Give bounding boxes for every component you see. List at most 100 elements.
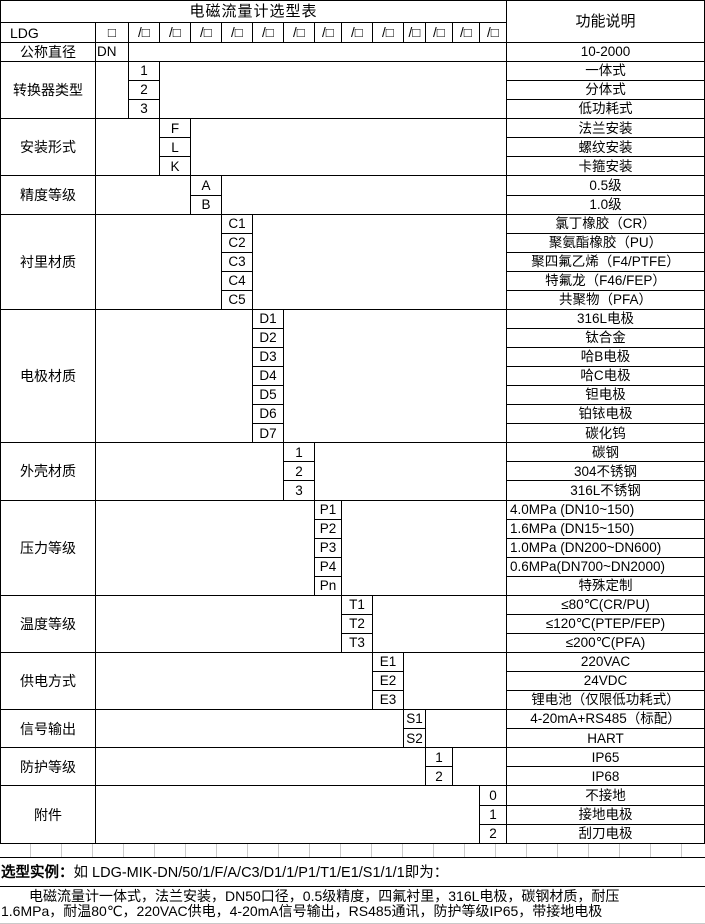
- example-model-string: 如 LDG-MIK-DN/50/1/F/A/C3/D1/1/P1/T1/E1/S…: [73, 864, 449, 881]
- code-cell: 2: [479, 823, 506, 843]
- desc-cell: 1.0MPa (DN200~DN600): [506, 537, 704, 557]
- spacer-cell: [95, 213, 221, 309]
- code-cell: 3: [128, 99, 159, 119]
- code-cell: DN: [95, 42, 128, 62]
- code-cell: D3: [252, 347, 283, 367]
- code-cell: 2: [283, 461, 314, 481]
- desc-cell: 4-20mA+RS485（标配）: [506, 709, 704, 729]
- model-slot: /□: [452, 22, 479, 42]
- model-prefix: LDG: [1, 22, 95, 42]
- code-cell: 2: [425, 766, 452, 786]
- desc-cell: 304不锈钢: [506, 461, 704, 481]
- selection-example-heading: 选型实例：如 LDG-MIK-DN/50/1/F/A/C3/D1/1/P1/T1…: [0, 856, 705, 887]
- desc-cell: IP68: [506, 766, 704, 786]
- desc-cell: 一体式: [506, 61, 704, 81]
- section-label: 精度等级: [1, 175, 95, 213]
- code-cell: Pn: [314, 575, 341, 595]
- section-label: 衬里材质: [1, 213, 95, 309]
- spacer-cell: [372, 594, 506, 652]
- code-cell: C4: [221, 270, 252, 290]
- desc-cell: 220VAC: [506, 652, 704, 672]
- code-cell: D1: [252, 308, 283, 328]
- spacer-cell: [425, 709, 506, 748]
- spacer-cell: [283, 308, 506, 443]
- section-label: 电极材质: [1, 308, 95, 442]
- desc-cell: 哈B电极: [506, 347, 704, 367]
- spacer-cell: [95, 308, 252, 443]
- code-cell: A: [190, 175, 221, 195]
- section-label: 外壳材质: [1, 442, 95, 499]
- desc-cell: 钽电极: [506, 385, 704, 405]
- desc-cell: 特氟龙（F46/FEP）: [506, 270, 704, 290]
- desc-cell: 1.0级: [506, 194, 704, 214]
- code-cell: D6: [252, 404, 283, 424]
- code-cell: E1: [372, 652, 403, 672]
- desc-cell: 碳钢: [506, 442, 704, 462]
- spacer-cell: [95, 652, 372, 710]
- code-cell: 3: [283, 480, 314, 500]
- section-label: 防护等级: [1, 747, 95, 785]
- code-cell: T3: [341, 632, 372, 652]
- section-label: 安装形式: [1, 118, 95, 175]
- code-cell: C1: [221, 213, 252, 233]
- model-slot: /□: [403, 22, 425, 42]
- model-slot: /□: [479, 22, 506, 42]
- code-cell: K: [159, 156, 190, 176]
- section-label: 供电方式: [1, 652, 95, 709]
- desc-cell: 低功耗式: [506, 99, 704, 119]
- spacer-cell: [341, 499, 506, 595]
- model-slot: /□: [128, 22, 159, 42]
- desc-cell: 碳化钨: [506, 423, 704, 443]
- spacer-cell: [221, 175, 506, 214]
- code-cell: P4: [314, 556, 341, 576]
- desc-cell: 24VDC: [506, 671, 704, 691]
- code-cell: B: [190, 194, 221, 214]
- desc-cell: 共聚物（PFA）: [506, 289, 704, 309]
- desc-cell: 316L电极: [506, 308, 704, 328]
- desc-cell: 4.0MPa (DN10~150): [506, 499, 704, 519]
- code-cell: S1: [403, 709, 425, 729]
- desc-cell: 1.6MPa (DN15~150): [506, 518, 704, 538]
- desc-cell: IP65: [506, 747, 704, 767]
- spacer-cell: [190, 118, 506, 176]
- code-cell: E2: [372, 671, 403, 691]
- spacer-cell: [95, 594, 341, 652]
- desc-cell: 聚氨酯橡胶（PU）: [506, 232, 704, 252]
- desc-cell: 法兰安装: [506, 118, 704, 138]
- model-slot: /□: [221, 22, 252, 42]
- code-cell: C5: [221, 289, 252, 309]
- model-slot: /□: [372, 22, 403, 42]
- desc-cell: ≤200℃(PFA): [506, 632, 704, 652]
- model-slot: /□: [283, 22, 314, 42]
- desc-cell: 聚四氟乙烯（F4/PTFE）: [506, 251, 704, 271]
- spacer-cell: [95, 175, 190, 214]
- desc-cell: 分体式: [506, 80, 704, 100]
- model-slot: /□: [252, 22, 283, 42]
- spacer-cell: [95, 118, 159, 176]
- sheet-gridlines-strip: [0, 843, 705, 857]
- table-title: 电磁流量计选型表: [189, 3, 318, 20]
- desc-cell: 0.6MPa(DN700~DN2000): [506, 556, 704, 576]
- code-cell: D4: [252, 366, 283, 386]
- code-cell: D7: [252, 423, 283, 443]
- code-cell: P1: [314, 499, 341, 519]
- example-description-line: 电磁流量计一体式，法兰安装，DN50口径，0.5级精度，四氟衬里，316L电极，…: [29, 887, 620, 904]
- desc-cell: 钛合金: [506, 327, 704, 347]
- section-label: 转换器类型: [1, 61, 95, 118]
- desc-cell: 锂电池（仅限低功耗式）: [506, 690, 704, 710]
- spacer-cell: [95, 61, 128, 119]
- code-cell: L: [159, 137, 190, 157]
- desc-cell: 接地电极: [506, 804, 704, 824]
- spacer-cell: [159, 61, 506, 119]
- desc-cell: 氯丁橡胶（CR）: [506, 213, 704, 233]
- code-cell: 1: [479, 804, 506, 824]
- code-cell: D5: [252, 385, 283, 405]
- section-label: 压力等级: [1, 499, 95, 595]
- model-slot: /□: [314, 22, 341, 42]
- desc-cell: 刮刀电极: [506, 823, 704, 843]
- code-cell: 2: [128, 80, 159, 100]
- desc-cell: 铂铱电极: [506, 404, 704, 424]
- desc-cell: 316L不锈钢: [506, 480, 704, 500]
- desc-cell: 0.5级: [506, 175, 704, 195]
